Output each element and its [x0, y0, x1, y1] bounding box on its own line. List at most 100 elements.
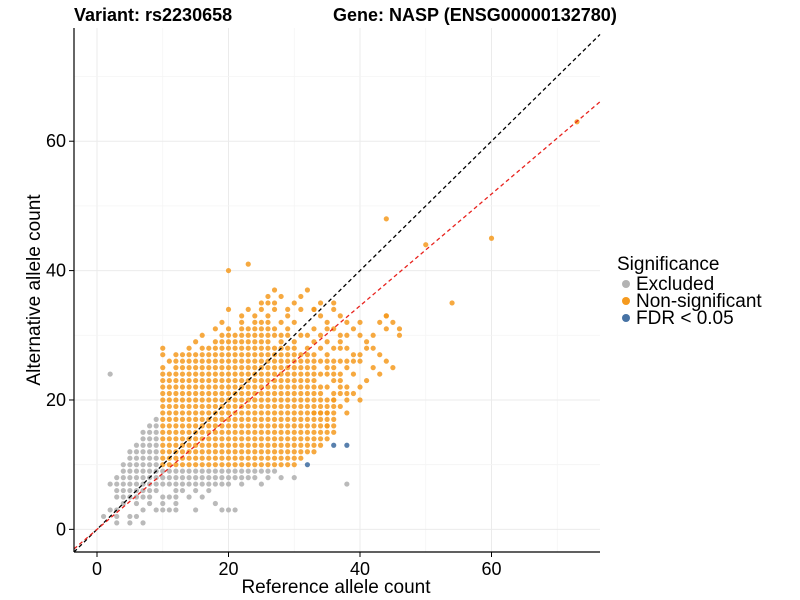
point-non-significant [278, 339, 284, 345]
point-non-significant [193, 436, 199, 442]
point-non-significant [285, 410, 291, 416]
point-non-significant [350, 390, 357, 397]
point-non-significant [285, 313, 291, 319]
point-non-significant [219, 345, 225, 351]
point-non-significant [173, 455, 179, 461]
point-non-significant [225, 345, 232, 351]
point-non-significant [331, 371, 337, 377]
point-non-significant [285, 306, 291, 313]
point-non-significant [298, 365, 304, 371]
point-non-significant [219, 442, 225, 448]
point-excluded [133, 462, 140, 468]
point-non-significant [212, 449, 218, 455]
legend-label-non-significant: Non-significant [636, 291, 762, 312]
point-non-significant [179, 436, 186, 442]
point-excluded [239, 481, 245, 487]
point-non-significant [258, 416, 264, 422]
point-non-significant [298, 293, 304, 300]
point-fdr-0-05 [304, 462, 311, 468]
point-non-significant [173, 371, 179, 377]
point-non-significant [239, 429, 245, 435]
point-non-significant [258, 352, 264, 358]
point-non-significant [219, 455, 225, 461]
point-non-significant [291, 365, 297, 371]
point-excluded [160, 481, 166, 487]
point-non-significant [357, 319, 363, 325]
point-non-significant [285, 429, 291, 435]
point-non-significant [265, 377, 271, 384]
point-non-significant [317, 423, 324, 429]
point-non-significant [225, 455, 232, 461]
point-non-significant [206, 410, 212, 416]
point-non-significant [370, 332, 376, 338]
point-non-significant [160, 442, 166, 448]
point-non-significant [239, 319, 245, 325]
point-non-significant [317, 384, 324, 390]
point-non-significant [304, 287, 311, 293]
point-non-significant [298, 390, 304, 397]
point-excluded [160, 507, 166, 513]
point-non-significant [193, 384, 199, 390]
point-non-significant [317, 358, 324, 364]
point-excluded [133, 449, 140, 455]
point-non-significant [245, 371, 251, 377]
point-excluded [258, 468, 264, 474]
point-excluded [133, 475, 140, 481]
point-non-significant [206, 390, 212, 397]
point-excluded [127, 475, 133, 481]
point-excluded [232, 468, 238, 474]
point-excluded [160, 468, 166, 474]
point-non-significant [285, 371, 291, 377]
point-non-significant [173, 358, 179, 364]
point-non-significant [232, 377, 238, 384]
point-non-significant [337, 332, 343, 338]
point-non-significant [271, 436, 278, 442]
point-non-significant [278, 462, 284, 468]
point-non-significant [285, 358, 291, 364]
point-non-significant [344, 410, 350, 416]
point-non-significant [173, 410, 179, 416]
point-non-significant [179, 403, 186, 410]
point-excluded [232, 507, 238, 513]
point-non-significant [258, 403, 264, 410]
point-non-significant [212, 384, 218, 390]
point-non-significant [160, 429, 166, 435]
point-excluded [147, 468, 153, 474]
point-non-significant [488, 235, 495, 241]
point-non-significant [199, 377, 205, 384]
point-non-significant [298, 377, 304, 384]
point-excluded [127, 468, 133, 474]
point-excluded [153, 429, 159, 435]
point-non-significant [271, 306, 278, 313]
point-non-significant [311, 410, 317, 416]
y-axis-label: Alternative allele count [24, 194, 45, 386]
point-excluded [133, 481, 140, 487]
point-non-significant [258, 390, 264, 397]
x-axis-label: Reference allele count [241, 577, 431, 598]
point-non-significant [291, 377, 297, 384]
point-non-significant [225, 352, 232, 358]
point-excluded [173, 487, 179, 494]
point-non-significant [337, 390, 343, 397]
point-non-significant [331, 377, 337, 384]
point-non-significant [193, 403, 199, 410]
point-non-significant [271, 442, 278, 448]
point-non-significant [193, 358, 199, 364]
point-non-significant [304, 397, 311, 403]
point-non-significant [219, 390, 225, 397]
point-excluded [114, 520, 120, 526]
point-non-significant [331, 423, 337, 429]
point-excluded [133, 494, 140, 500]
point-non-significant [311, 306, 317, 313]
point-non-significant [298, 332, 304, 338]
point-non-significant [245, 455, 251, 461]
point-non-significant [271, 403, 278, 410]
point-non-significant [258, 462, 264, 468]
point-non-significant [265, 390, 271, 397]
point-non-significant [225, 332, 232, 338]
point-non-significant [225, 442, 232, 448]
point-non-significant [337, 371, 343, 377]
point-excluded [179, 475, 186, 481]
point-excluded [179, 481, 186, 487]
chart-title-gene: Gene: NASP (ENSG00000132780) [333, 5, 617, 25]
